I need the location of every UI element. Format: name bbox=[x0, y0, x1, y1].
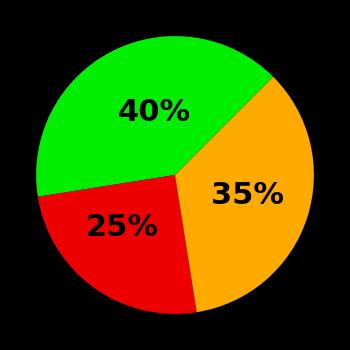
Wedge shape bbox=[36, 36, 273, 197]
Text: 25%: 25% bbox=[86, 213, 159, 242]
Text: 40%: 40% bbox=[118, 98, 191, 127]
Wedge shape bbox=[175, 77, 314, 312]
Wedge shape bbox=[38, 175, 197, 314]
Text: 35%: 35% bbox=[211, 181, 284, 210]
